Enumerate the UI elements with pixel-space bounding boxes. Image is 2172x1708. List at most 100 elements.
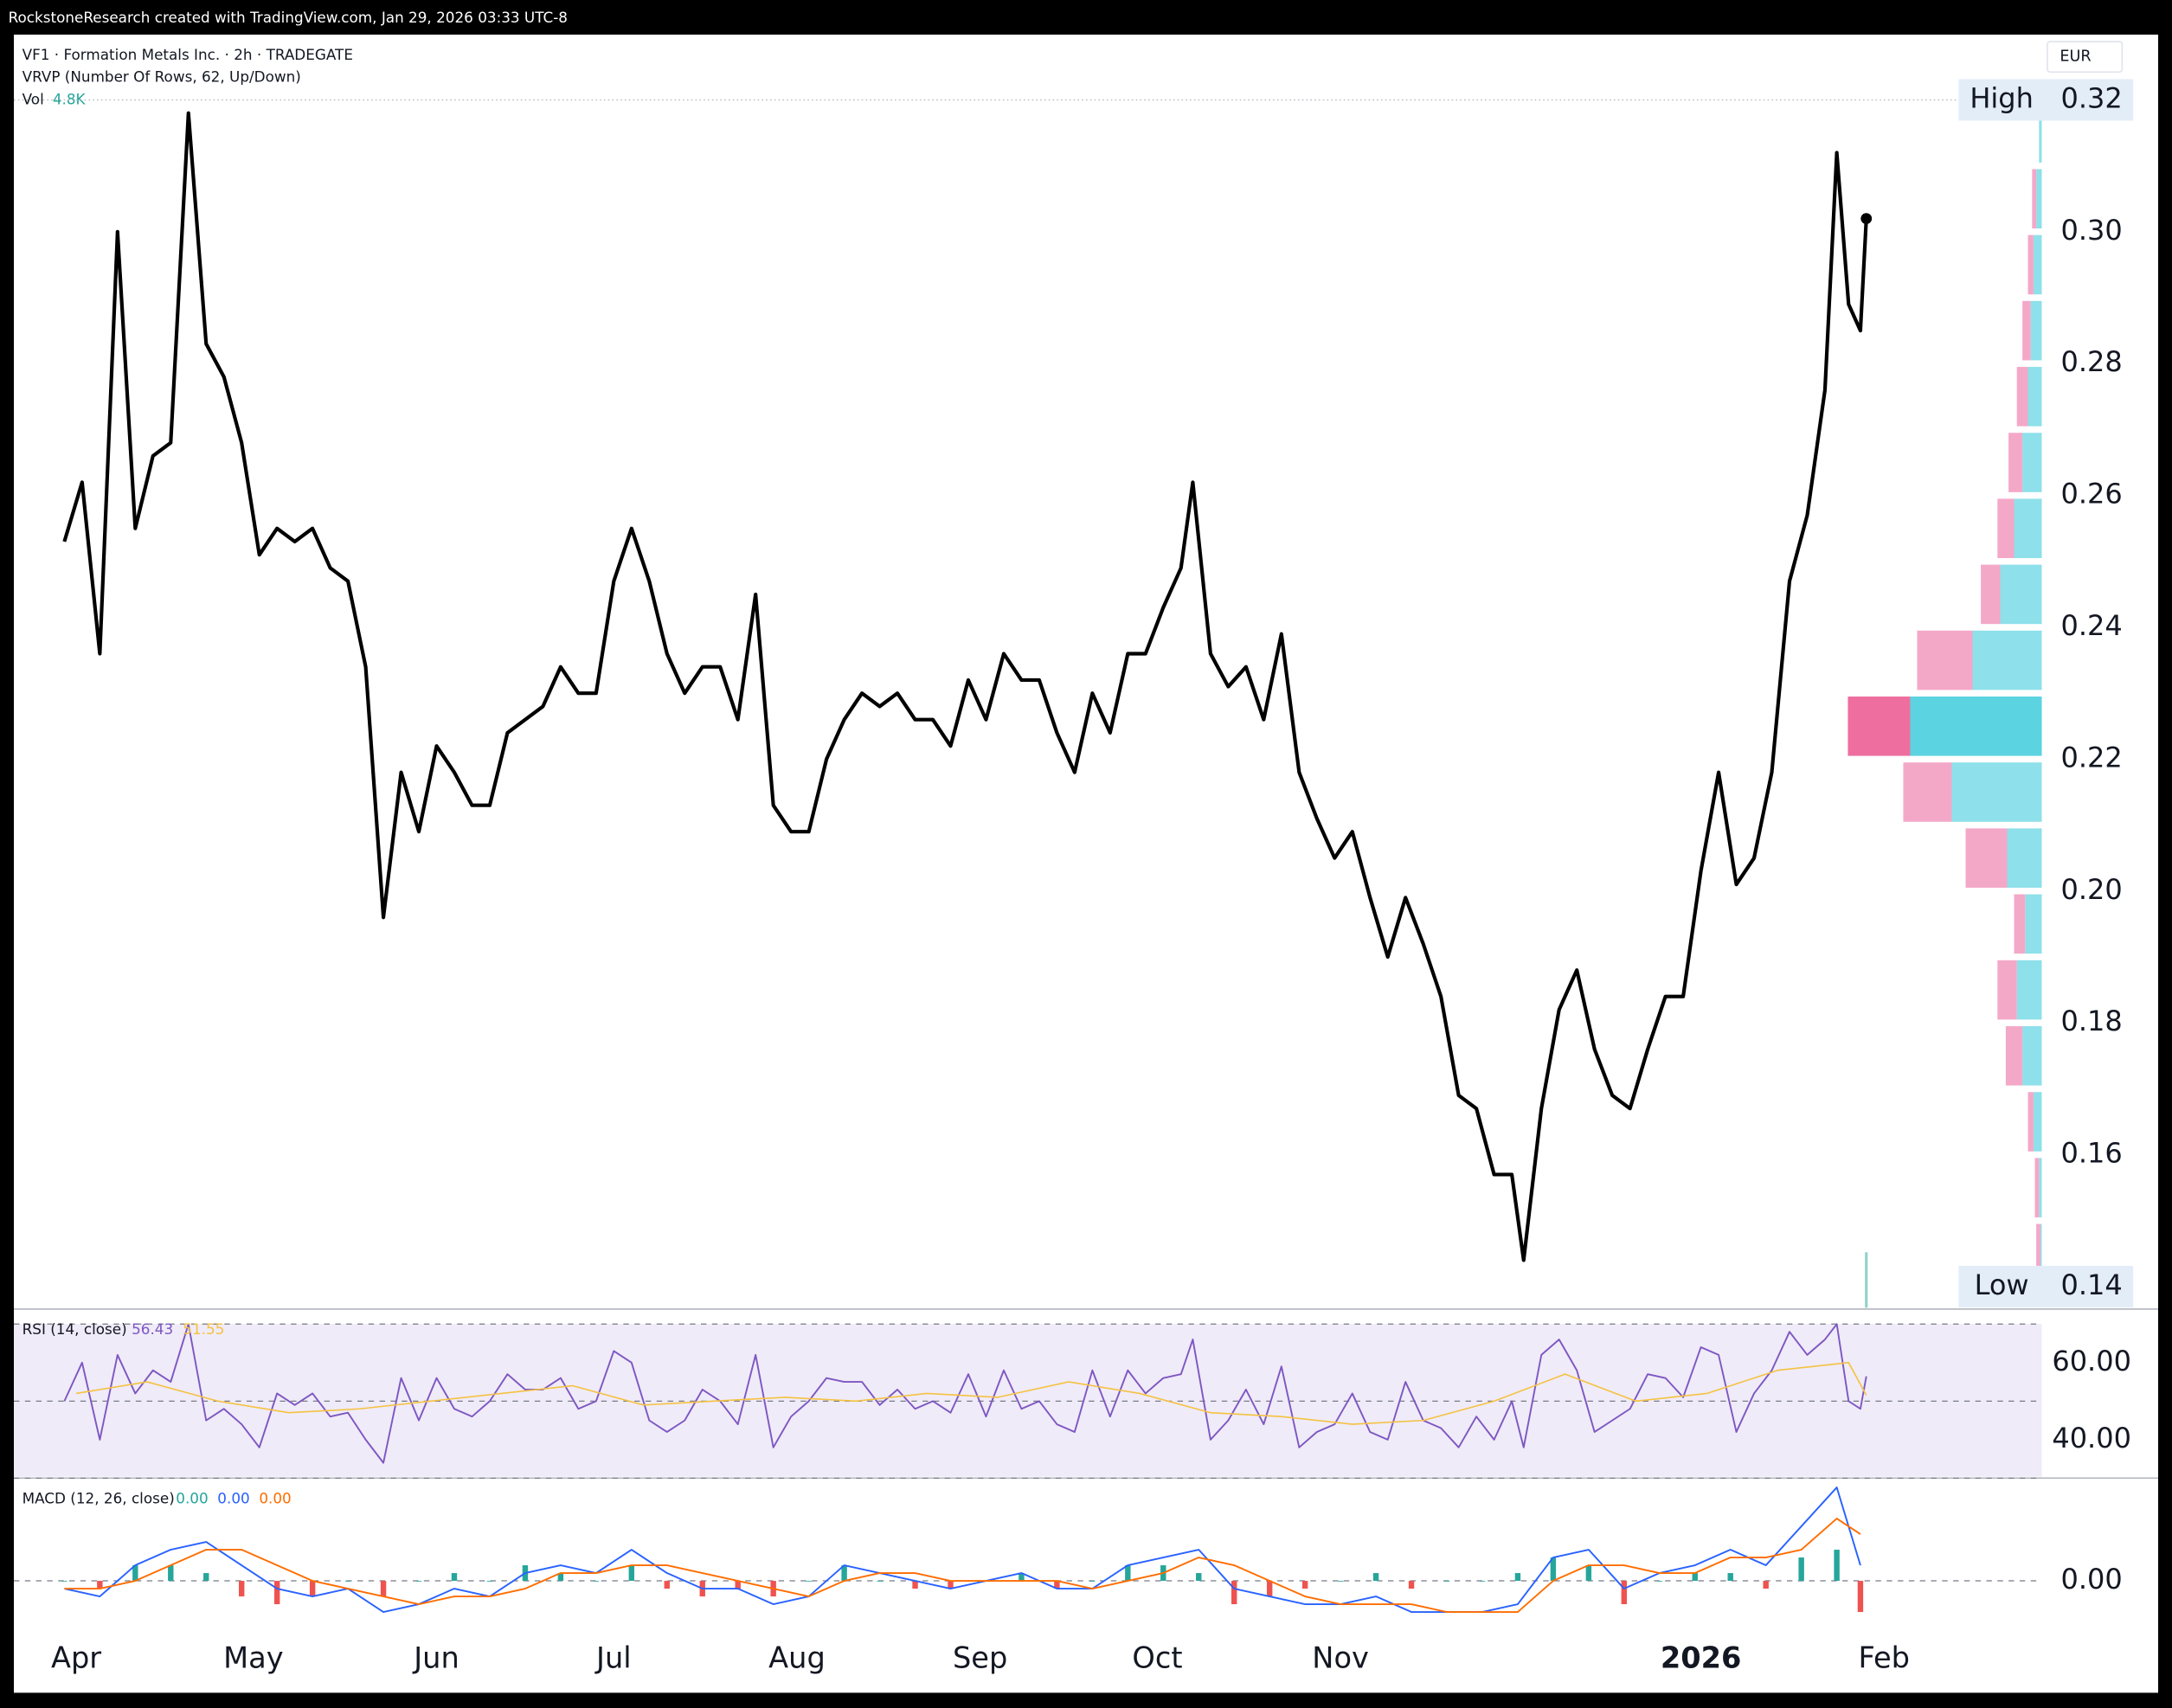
profile-up (2033, 234, 2042, 295)
y-tick-label: 0.22 (2061, 741, 2123, 774)
profile-down (2032, 169, 2037, 229)
profile-up (2039, 103, 2042, 163)
macd-histogram (1054, 1581, 1060, 1589)
x-tick-label: Sep (953, 1641, 1007, 1674)
profile-down (2008, 433, 2023, 492)
macd-histogram (877, 1581, 883, 1582)
profile-up (2016, 960, 2042, 1020)
profile-up (1972, 630, 2042, 690)
macd-legend: MACD (12, 26, close) (22, 1489, 175, 1506)
macd-histogram (1266, 1581, 1273, 1597)
macd-histogram (309, 1581, 316, 1597)
macd-signal-value: 0.00 (259, 1489, 291, 1506)
macd-histogram (1763, 1581, 1769, 1589)
macd-histogram (1019, 1573, 1025, 1582)
macd-histogram (168, 1565, 174, 1582)
macd-histogram (1692, 1573, 1698, 1582)
high-label: High (1970, 81, 2034, 114)
macd-histogram (1550, 1557, 1557, 1582)
profile-up (2027, 367, 2042, 427)
y-tick-label: 40.00 (2052, 1422, 2131, 1454)
macd-histogram (1834, 1550, 1840, 1582)
low-value: 0.14 (2061, 1268, 2123, 1301)
rsi-value: 56.43 (132, 1320, 173, 1338)
profile-down (2027, 234, 2034, 295)
y-tick-label: 60.00 (2052, 1345, 2131, 1377)
profile-down (2036, 1223, 2040, 1284)
volume-value: 4.8K (53, 90, 87, 107)
macd-histogram (61, 1581, 67, 1582)
rsi-band (14, 1324, 2042, 1477)
x-tick-label: Feb (1858, 1641, 1910, 1674)
profile-up (2039, 1158, 2042, 1217)
x-tick-label: May (223, 1641, 283, 1674)
x-tick-label: Jul (594, 1641, 632, 1674)
macd-histogram (593, 1581, 600, 1582)
macd-histogram (912, 1581, 918, 1589)
profile-up (2007, 828, 2042, 888)
macd-histogram (1089, 1581, 1096, 1582)
panes: High 0.32 Low 0.14 0.16 0.18 0.20 0.22 0.24 0.26 0… (14, 79, 2134, 1674)
y-tick-label: 0.16 (2061, 1137, 2123, 1170)
macd-histogram (735, 1581, 741, 1589)
profile-up (2025, 894, 2042, 954)
macd-histogram (664, 1581, 670, 1589)
x-tick-label: Jun (412, 1641, 459, 1674)
macd-histogram (1479, 1581, 1486, 1582)
macd-histogram (1301, 1581, 1308, 1589)
macd-histogram (97, 1581, 103, 1589)
macd-histogram (415, 1581, 422, 1582)
currency-box (2047, 41, 2124, 74)
macd-histogram (239, 1581, 245, 1597)
profile-up (2040, 1223, 2042, 1284)
macd-histogram (344, 1581, 351, 1582)
symbol-title: VF1 · Formation Metals Inc. · 2h · TRADE… (22, 46, 353, 63)
macd-histogram (1514, 1573, 1521, 1582)
macd-histogram (451, 1573, 458, 1582)
price-line (62, 111, 1868, 1262)
volume-legend: Vol (22, 90, 44, 107)
volume-bar (1865, 1252, 1868, 1308)
macd-histogram (1125, 1565, 1131, 1582)
rsi-ma-value: 51.55 (183, 1320, 224, 1338)
macd-histogram (273, 1581, 280, 1605)
macd-histogram (1656, 1581, 1662, 1582)
x-tick-label: 2026 (1661, 1641, 1742, 1674)
y-tick-label: 0.20 (2061, 873, 2123, 906)
profile-up (2022, 1025, 2042, 1086)
last-price-dot (1860, 213, 1873, 225)
profile-down (1997, 960, 2017, 1020)
x-tick-label: Nov (1312, 1641, 1369, 1674)
profile-down (1903, 762, 1952, 822)
profile-up (1910, 697, 2042, 756)
y-tick-label: 0.28 (2061, 345, 2123, 378)
macd-histogram (806, 1581, 812, 1582)
currency: EUR (2060, 48, 2091, 66)
low-label: Low (1975, 1268, 2029, 1301)
macd-histogram (1337, 1581, 1344, 1582)
profile-down (1965, 828, 2008, 888)
macd-value: 0.00 (217, 1489, 249, 1506)
macd-histogram (841, 1565, 847, 1582)
profile-up (2014, 498, 2042, 558)
macd-histogram (1443, 1581, 1450, 1582)
macd-histogram (1372, 1573, 1379, 1582)
profile-down (1917, 630, 1973, 690)
rsi-legend: RSI (14, close) (22, 1320, 127, 1338)
macd-histogram (380, 1581, 387, 1597)
profile-up (2033, 1092, 2042, 1152)
y-tick-label: 0.24 (2061, 609, 2123, 642)
profile-up (2030, 300, 2042, 361)
macd-histogram (948, 1581, 954, 1589)
macd-histogram (1798, 1557, 1804, 1582)
profile-down (2027, 1092, 2034, 1152)
y-tick-label: 0.00 (2061, 1563, 2123, 1596)
y-tick-label: 0.30 (2061, 214, 2123, 247)
profile-down (2005, 1025, 2023, 1086)
macd-line (64, 1486, 1861, 1614)
macd-histogram (1621, 1581, 1628, 1605)
macd-histogram (486, 1581, 493, 1582)
profile-up (2000, 564, 2042, 625)
macd-histogram (1727, 1573, 1733, 1582)
